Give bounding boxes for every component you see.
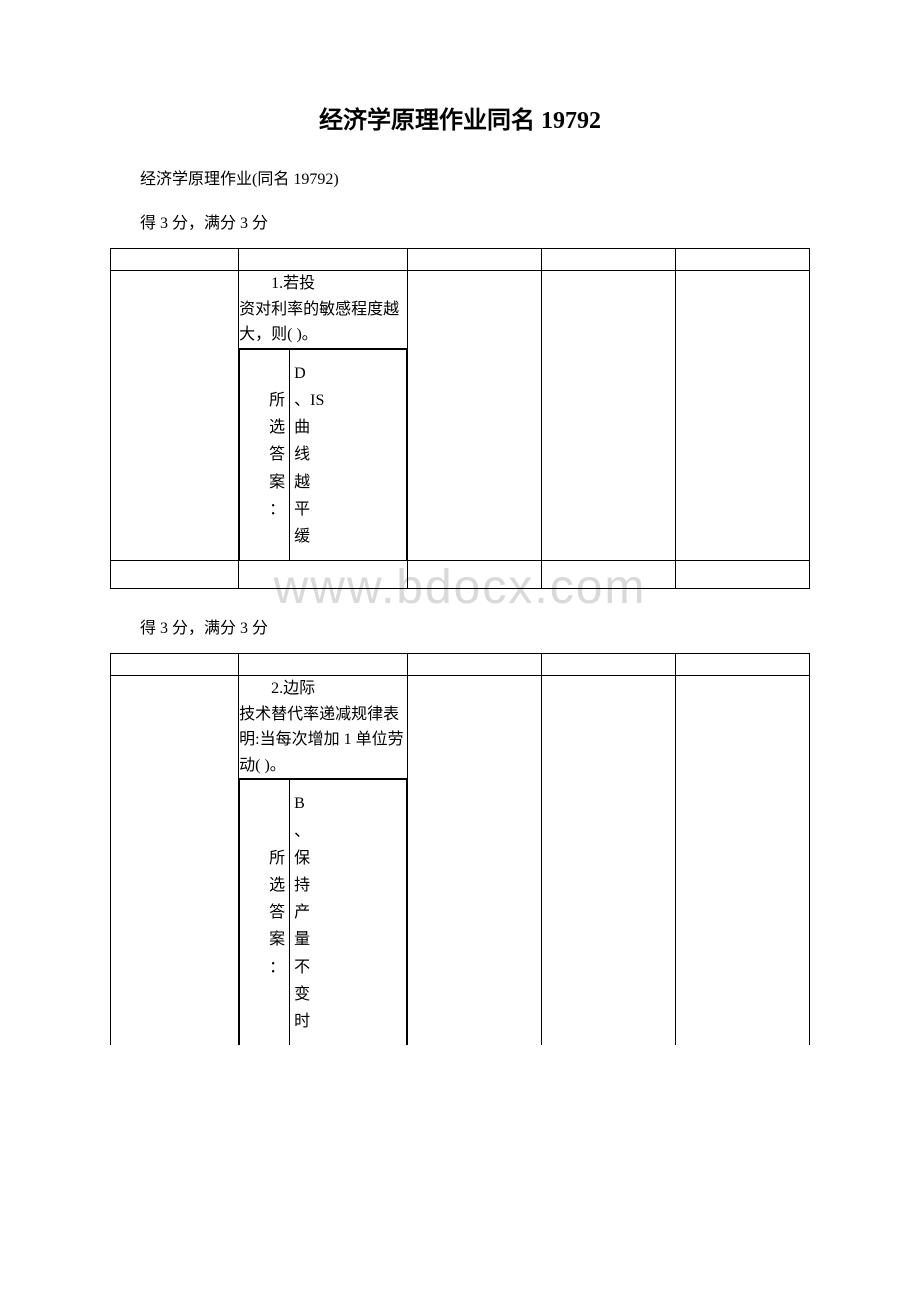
answer-value-cell: B 、 保 持 产 量 不 变 时 bbox=[290, 780, 407, 1045]
question-row: 2.边际 技术替代率递减规律表明:当每次增加 1 单位劳动( )。 bbox=[111, 676, 810, 779]
question-row: 1.若投 资对利率的敏感程度越大，则( )。 bbox=[111, 271, 810, 349]
score-text-1: 得 3 分，满分 3 分 bbox=[140, 209, 810, 233]
answer-label-cell: 所 选 答 案 ： bbox=[240, 349, 290, 560]
table-header-row bbox=[111, 249, 810, 271]
table-footer-row bbox=[111, 561, 810, 589]
answer-inner-table: 所 选 答 案 ： B 、 保 持 产 量 不 变 bbox=[239, 779, 407, 1045]
question-text-cell: 1.若投 资对利率的敏感程度越大，则( )。 bbox=[239, 271, 408, 349]
question-table-2: 2.边际 技术替代率递减规律表明:当每次增加 1 单位劳动( )。 所 选 答 … bbox=[110, 653, 810, 1045]
subtitle-text: 经济学原理作业(同名 19792) bbox=[140, 165, 810, 189]
answer-value-cell: D 、IS 曲 线 越 平 缓 bbox=[290, 349, 407, 560]
score-text-2: 得 3 分，满分 3 分 bbox=[140, 614, 810, 638]
table-header-row bbox=[111, 654, 810, 676]
answer-label-cell: 所 选 答 案 ： bbox=[240, 780, 290, 1045]
question-text-cell: 2.边际 技术替代率递减规律表明:当每次增加 1 单位劳动( )。 bbox=[239, 676, 408, 779]
question-table-1: 1.若投 资对利率的敏感程度越大，则( )。 所 选 答 案 ： D bbox=[110, 248, 810, 589]
answer-inner-table: 所 选 答 案 ： D 、IS 曲 线 越 平 缓 bbox=[239, 349, 407, 560]
page-title: 经济学原理作业同名 19792 bbox=[110, 100, 810, 135]
